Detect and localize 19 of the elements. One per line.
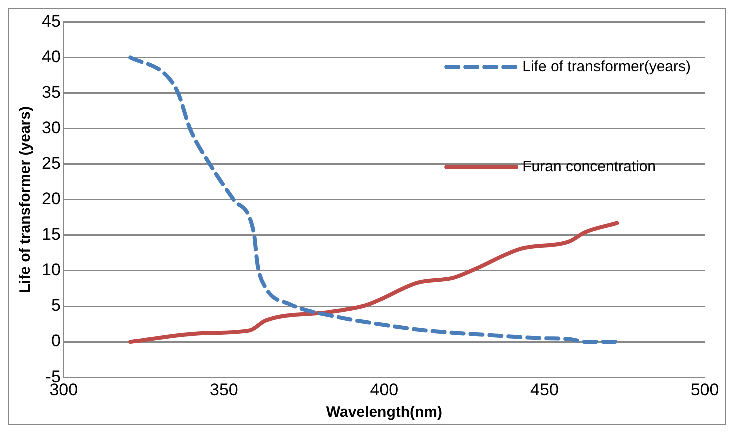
y-tick-label: 25 <box>42 154 61 174</box>
y-tick-label: 40 <box>42 47 61 66</box>
y-tick-label: 0 <box>51 332 61 351</box>
y-tick-label: 5 <box>51 296 61 316</box>
y-tick-label: 35 <box>42 82 61 102</box>
x-tick-label: 350 <box>210 380 238 400</box>
line-series <box>128 221 620 344</box>
y-tick-label: 10 <box>42 260 61 280</box>
y-tick-label: 30 <box>42 118 61 138</box>
y-tick-label: 45 <box>42 12 61 31</box>
y-axis-title: Life of transformer (years) <box>17 106 34 294</box>
x-tick-label: 400 <box>370 380 399 400</box>
x-axis-title: Wavelength(nm) <box>326 404 443 422</box>
y-tick-label: 20 <box>42 190 61 209</box>
x-tick-label: 450 <box>530 380 559 400</box>
y-tick-label: 15 <box>42 225 61 244</box>
legend-label: Furan concentration <box>522 158 656 176</box>
x-tick-label: 500 <box>690 380 720 400</box>
legend-label: Life of transformer(years) <box>522 58 692 76</box>
